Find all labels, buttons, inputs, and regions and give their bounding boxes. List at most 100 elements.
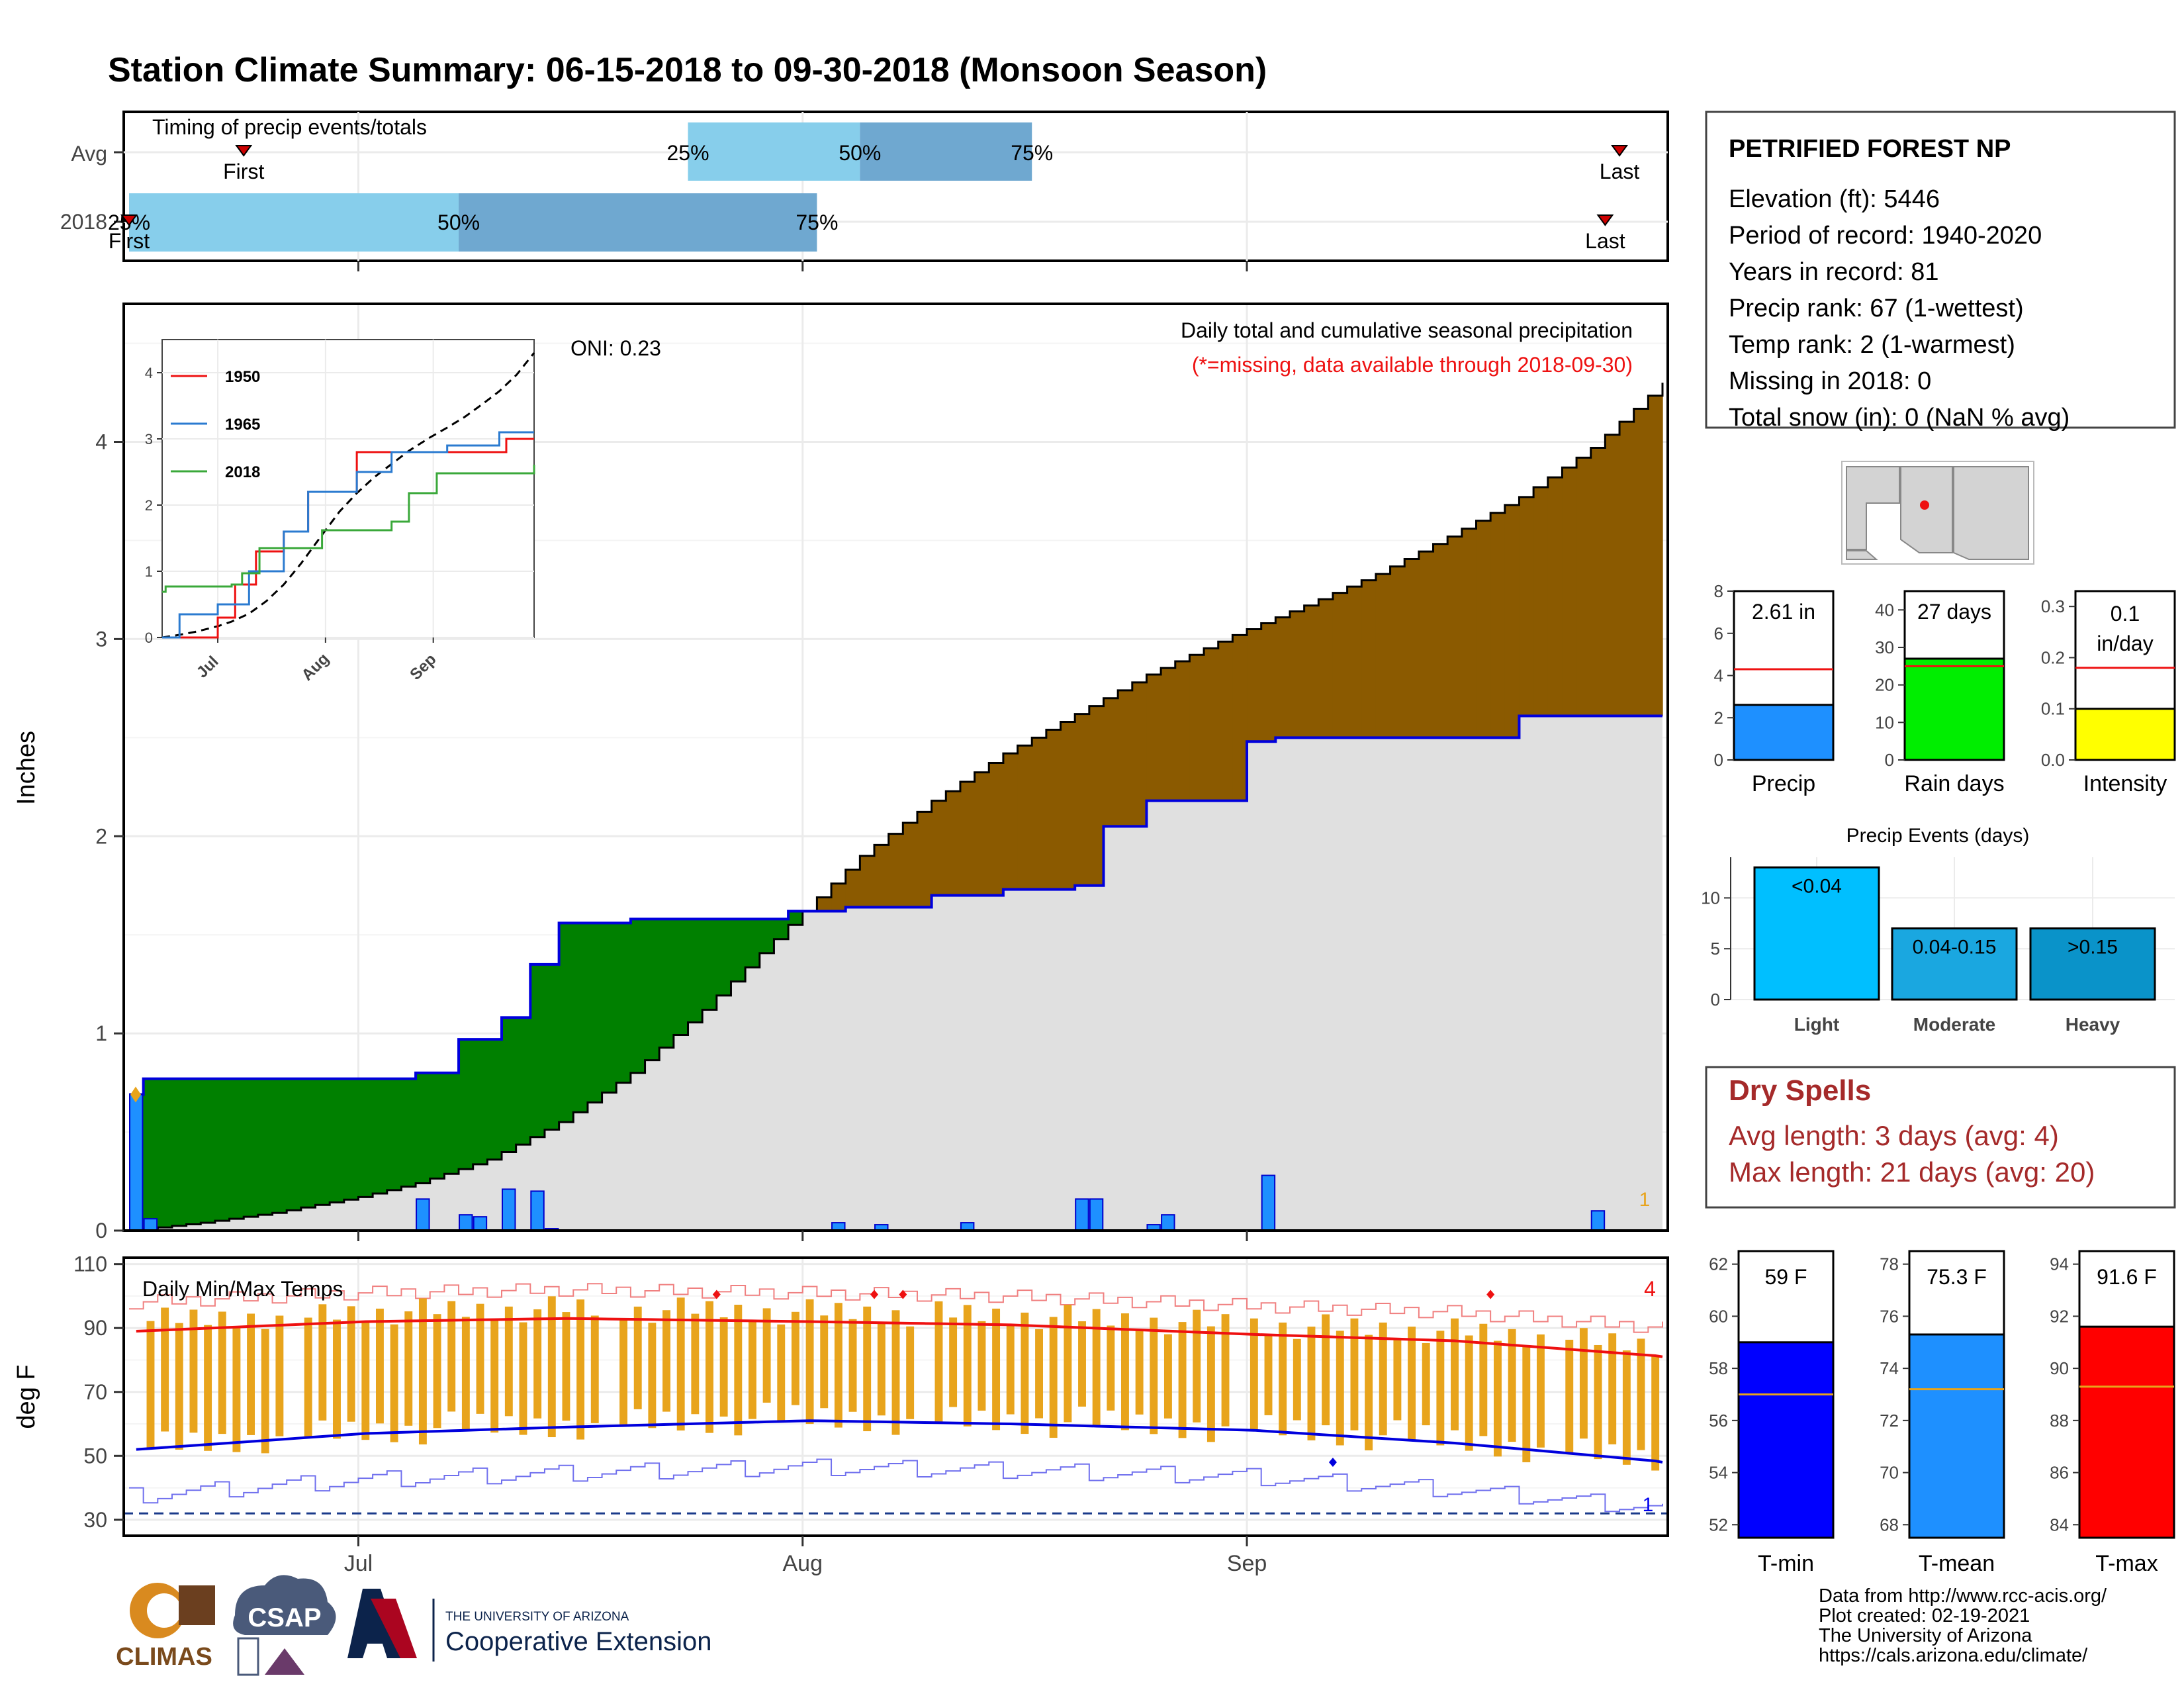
temp-daily-bar [1436, 1331, 1445, 1446]
temp-ylabel: deg F [13, 1364, 40, 1429]
station-line: Elevation (ft): 5446 [1729, 185, 1940, 213]
precip-deficit-area [1504, 504, 1520, 738]
temp-daily-bar [691, 1313, 700, 1415]
timing-first-marker [120, 214, 138, 226]
precip-deficit-area [1175, 661, 1191, 801]
dry-spells-box: Dry Spells Avg length: 3 days (avg: 4) M… [1705, 1066, 2176, 1209]
temp-ytick-label: 30 [83, 1508, 107, 1532]
temp-daily-bar [590, 1315, 599, 1423]
station-line: Total snow (in): 0 (NaN % avg) [1729, 404, 2070, 432]
precip-surplus-area [387, 1078, 402, 1190]
precip-surplus-area [272, 1078, 287, 1213]
temp-daily-bar [1006, 1325, 1015, 1415]
precip-deficit-area [817, 897, 832, 912]
precip-deficit-area [1289, 611, 1305, 738]
precip-daily-bar [459, 1214, 473, 1231]
precip-daily-bar [502, 1188, 516, 1231]
precip-deficit-area [1132, 682, 1148, 827]
precip-deficit-area [1275, 617, 1291, 738]
temp-daily-bar [1279, 1322, 1287, 1436]
station-line: Period of record: 1940-2020 [1729, 222, 2042, 250]
temp-daily-bar [1651, 1356, 1660, 1471]
precip-deficit-area [1347, 586, 1362, 738]
precip-deficit-area [1332, 592, 1348, 738]
precip-surplus-area [300, 1078, 316, 1208]
timing-bar-50-75 [860, 122, 1032, 181]
oni-label: ONI: 0.23 [570, 336, 661, 360]
mini-bar-tick-label: 0.0 [2041, 750, 2065, 770]
precip-surplus-area [688, 919, 703, 1023]
station-line: Precip rank: 67 (1-wettest) [1729, 295, 2024, 322]
precip-deficit-area [1146, 675, 1161, 801]
events-bar-value-label: 0.04-0.15 [1913, 937, 1997, 959]
precip-surplus-area [645, 919, 660, 1060]
station-line: Years in record: 81 [1729, 258, 1939, 286]
precip-deficit-area [831, 883, 846, 912]
precip-deficit-area [1375, 574, 1391, 738]
temp-daily-bar [719, 1317, 728, 1417]
mini-bar-value-label: 2.61 in [1752, 600, 1815, 624]
inset-ytick-label: 0 [145, 630, 153, 646]
precip-deficit-area [1590, 447, 1606, 716]
events-bar-value-label: >0.15 [2068, 937, 2118, 959]
precip-deficit-area [1204, 648, 1219, 801]
temp-daily-bar [1021, 1312, 1029, 1434]
precip-deficit-area [1304, 605, 1319, 738]
temp-daily-bar [1178, 1322, 1187, 1438]
precip-surplus-area [587, 923, 603, 1103]
season-mini-bars: 0 2 4 6 8 2.61 in Precip 0 10 20 30 40 27 days Rain d… [1714, 581, 2176, 796]
events-bar [1891, 927, 2018, 1001]
precip-deficit-area [1017, 745, 1032, 890]
month-label: Aug [782, 1551, 823, 1576]
temp-bar-tick-label: 94 [2050, 1254, 2069, 1274]
temp-daily-bar [1451, 1318, 1459, 1430]
temp-daily-bar [1206, 1326, 1215, 1442]
temp-ytick-label: 70 [83, 1380, 107, 1404]
precip-deficit-area [1404, 559, 1420, 738]
temp-daily-bar [1078, 1321, 1086, 1407]
temp-daily-bar [749, 1321, 756, 1419]
events-title: Precip Events (days) [1846, 825, 2030, 847]
temp-daily-bar [1479, 1323, 1488, 1436]
mini-bar-value-label: 27 days [1917, 600, 1991, 624]
footer: CLIMAS CSAP THE UNIVERSITY OF ARIZONA Co… [116, 1575, 2107, 1676]
temp-bar-tick-label: 76 [1880, 1306, 1899, 1326]
inset-ytick-label: 3 [145, 431, 153, 447]
temp-daily-bar [447, 1301, 456, 1412]
temp-daily-bar [218, 1311, 226, 1434]
temp-daily-bar [204, 1325, 212, 1451]
temp-daily-bar [490, 1319, 499, 1433]
dry-spells-avg: Avg length: 3 days (avg: 4) [1729, 1120, 2059, 1151]
timing-p50-label: 50% [437, 211, 480, 234]
timing-first-marker [235, 145, 253, 157]
precip-surplus-area [745, 919, 760, 968]
mini-bar-value-label: 0.1 [2111, 602, 2140, 626]
precip-avg-line [129, 383, 1664, 1232]
temp-marks [124, 1283, 1668, 1515]
timing-p50-label: 50% [839, 141, 881, 165]
temp-bar-tick-label: 56 [1709, 1411, 1728, 1430]
temp-bar-value [2078, 1325, 2175, 1539]
temp-daily-bar [963, 1305, 972, 1427]
precip-corner-count: 1 [1639, 1189, 1651, 1211]
temp-bar-tick-label: 86 [2050, 1463, 2069, 1483]
precip-surplus-area [731, 919, 746, 982]
temp-daily-bar [1264, 1335, 1273, 1415]
temp-daily-bar [1508, 1329, 1516, 1442]
precip-deficit-area [1189, 655, 1205, 801]
timing-p75-label: 75% [1011, 141, 1053, 165]
inset-series-line [162, 431, 534, 639]
footer-line: Plot created: 02-19-2021 [1819, 1605, 2030, 1626]
precip-deficit-area [1118, 690, 1133, 827]
mini-bar-value [2074, 708, 2176, 761]
precip-deficit-area [1433, 543, 1448, 738]
station-location-dot [1920, 500, 1929, 510]
timing-row-2018: 2018 [60, 210, 107, 234]
temp-daily-bar [820, 1315, 829, 1409]
month-axis-labels: Jul Aug Sep [344, 1536, 1267, 1576]
precip-daily-bar [1161, 1214, 1175, 1231]
temp-daily-bar [1422, 1342, 1430, 1426]
